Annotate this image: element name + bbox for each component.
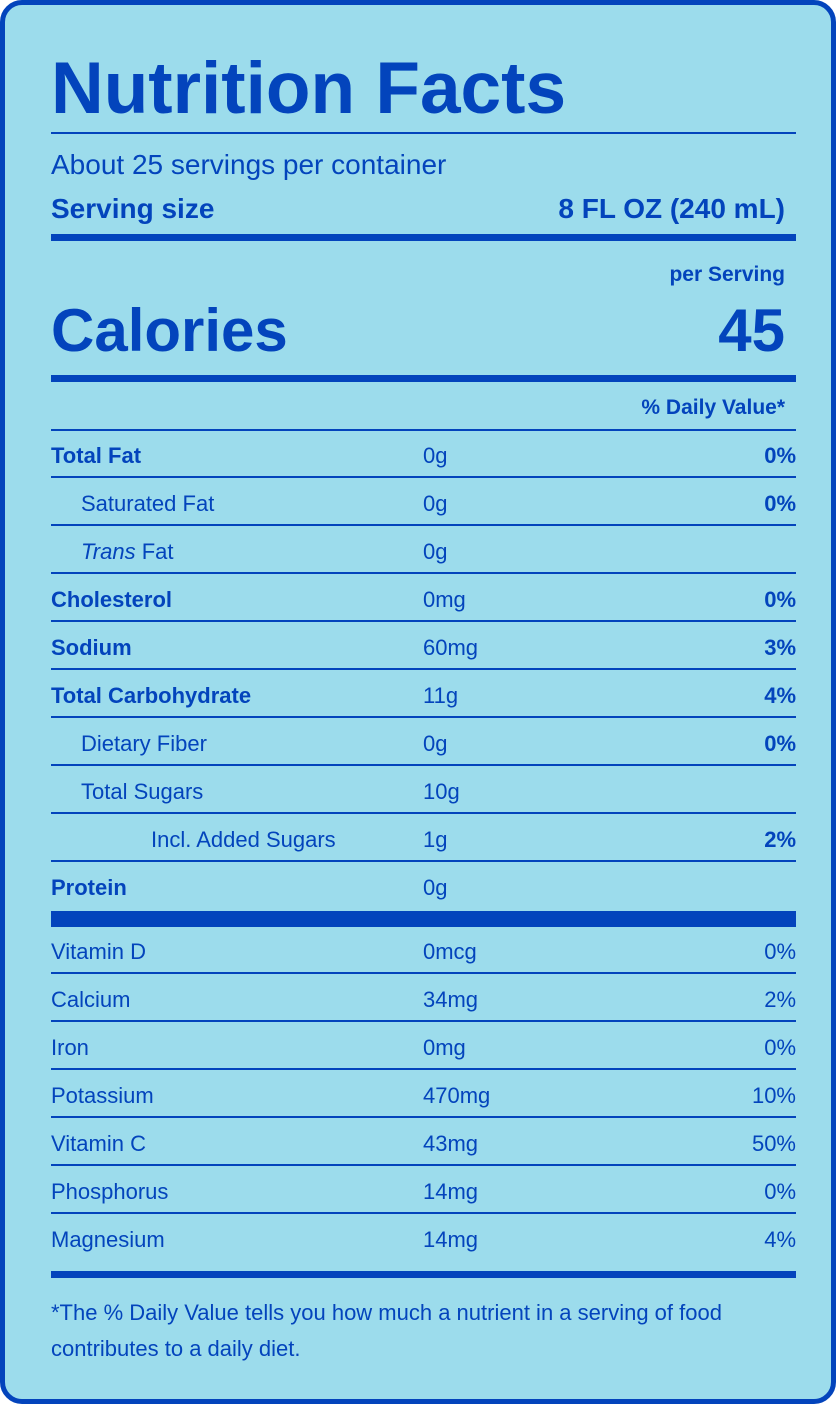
nutrient-name: Total Sugars — [81, 779, 204, 804]
nutrient-daily-value: 3% — [764, 635, 796, 660]
nutrient-daily-value: 4% — [764, 683, 796, 708]
nutrient-row-trans-fat: Trans Fat 0g — [51, 527, 796, 574]
vitamin-row-calcium: Calcium 34mg 2% — [51, 975, 796, 1022]
vitamin-name: Magnesium — [51, 1227, 165, 1252]
vitamin-name: Calcium — [51, 987, 131, 1012]
nutrient-name: Cholesterol — [51, 587, 173, 612]
nutrient-amount: 0g — [423, 875, 448, 900]
vitamin-name: Phosphorus — [51, 1179, 169, 1204]
nutrient-row-cholesterol: Cholesterol 0mg 0% — [51, 575, 796, 622]
vitamin-name: Vitamin C — [51, 1131, 146, 1156]
nutrient-amount: 0g — [423, 443, 448, 468]
vitamin-daily-value: 0% — [764, 1035, 796, 1060]
footnote-divider — [51, 1271, 796, 1278]
daily-value-footnote: *The % Daily Value tells you how much a … — [51, 1300, 722, 1361]
nutrient-name: Total Carbohydrate — [51, 683, 252, 708]
nutrient-name-rest: Fat — [135, 539, 174, 564]
nutrient-name: Trans Fat — [81, 539, 174, 565]
vitamin-row-phosphorus: Phosphorus 14mg 0% — [51, 1167, 796, 1214]
nutrient-amount: 0g — [423, 491, 448, 516]
per-serving-label: per Serving — [669, 263, 785, 286]
nutrient-amount: 1g — [423, 827, 448, 852]
nutrient-name: Saturated Fat — [81, 491, 215, 516]
nutrient-name: Incl. Added Sugars — [151, 827, 336, 852]
label-title: Nutrition Facts — [51, 48, 567, 129]
vitamin-amount: 0mg — [423, 1035, 466, 1060]
vitamin-name: Vitamin D — [51, 939, 146, 964]
vitamin-amount: 14mg — [423, 1179, 479, 1204]
vitamin-row-iron: Iron 0mg 0% — [51, 1023, 796, 1070]
nutrient-row-saturated-fat: Saturated Fat 0g 0% — [51, 479, 796, 526]
vitamin-daily-value: 2% — [764, 987, 796, 1012]
serving-size-label: Serving size — [51, 193, 215, 224]
vitamin-amount: 0mcg — [423, 939, 477, 964]
servings-per-container: About 25 servings per container — [51, 149, 447, 180]
vitamin-daily-value: 0% — [764, 1179, 796, 1204]
nutrient-name: Total Fat — [51, 443, 142, 468]
vitamin-name: Potassium — [51, 1083, 154, 1108]
daily-value-header: % Daily Value* — [641, 396, 785, 419]
vitamin-row-magnesium: Magnesium 14mg 4% — [51, 1215, 796, 1262]
nutrient-name-italic: Trans — [81, 539, 136, 564]
vitamin-row-vitamin-c: Vitamin C 43mg 50% — [51, 1119, 796, 1166]
vitamin-daily-value: 10% — [751, 1083, 796, 1108]
calories-value: 45 — [718, 297, 785, 364]
nutrient-row-dietary-fiber: Dietary Fiber 0g 0% — [51, 719, 796, 766]
nutrient-amount: 11g — [423, 683, 459, 708]
vitamin-daily-value: 4% — [764, 1227, 796, 1252]
vitamin-daily-value: 50% — [751, 1131, 796, 1156]
title-divider — [51, 132, 796, 134]
vitamin-name: Iron — [51, 1035, 89, 1060]
nutrient-amount: 0g — [423, 731, 448, 756]
nutrient-daily-value: 0% — [764, 491, 796, 516]
vitamin-row-vitamin-d: Vitamin D 0mcg 0% — [51, 927, 796, 974]
daily-value-divider — [51, 429, 796, 431]
serving-divider — [51, 234, 796, 241]
nutrient-row-total-carbohydrate: Total Carbohydrate 11g 4% — [51, 671, 796, 718]
vitamin-amount: 14mg — [423, 1227, 479, 1252]
nutrient-name: Dietary Fiber — [81, 731, 207, 756]
nutrient-amount: 10g — [423, 779, 460, 804]
nutrient-daily-value: 0% — [764, 443, 796, 468]
nutrient-amount: 60mg — [423, 635, 479, 660]
vitamin-amount: 34mg — [423, 987, 479, 1012]
vitamin-daily-value: 0% — [764, 939, 796, 964]
vitamins-thick-divider — [51, 911, 796, 927]
nutrient-row-total-fat: Total Fat 0g 0% — [51, 431, 796, 478]
nutrient-row-total-sugars: Total Sugars 10g — [51, 767, 796, 814]
nutrient-daily-value: 0% — [764, 731, 796, 756]
nutrient-name: Protein — [51, 875, 127, 900]
nutrient-amount: 0mg — [423, 587, 466, 612]
nutrient-amount: 0g — [423, 539, 448, 564]
calories-divider — [51, 375, 796, 382]
vitamin-amount: 470mg — [423, 1083, 491, 1108]
serving-size-value: 8 FL OZ (240 mL) — [558, 193, 785, 224]
nutrient-name: Sodium — [51, 635, 132, 660]
nutrient-daily-value: 0% — [764, 587, 796, 612]
nutrient-row-sodium: Sodium 60mg 3% — [51, 623, 796, 670]
vitamin-row-potassium: Potassium 470mg 10% — [51, 1071, 796, 1118]
calories-label: Calories — [51, 297, 288, 364]
nutrient-row-protein: Protein 0g — [51, 863, 796, 910]
nutrient-row-added-sugars: Incl. Added Sugars 1g 2% — [51, 815, 796, 862]
vitamin-amount: 43mg — [423, 1131, 479, 1156]
nutrient-daily-value: 2% — [764, 827, 796, 852]
